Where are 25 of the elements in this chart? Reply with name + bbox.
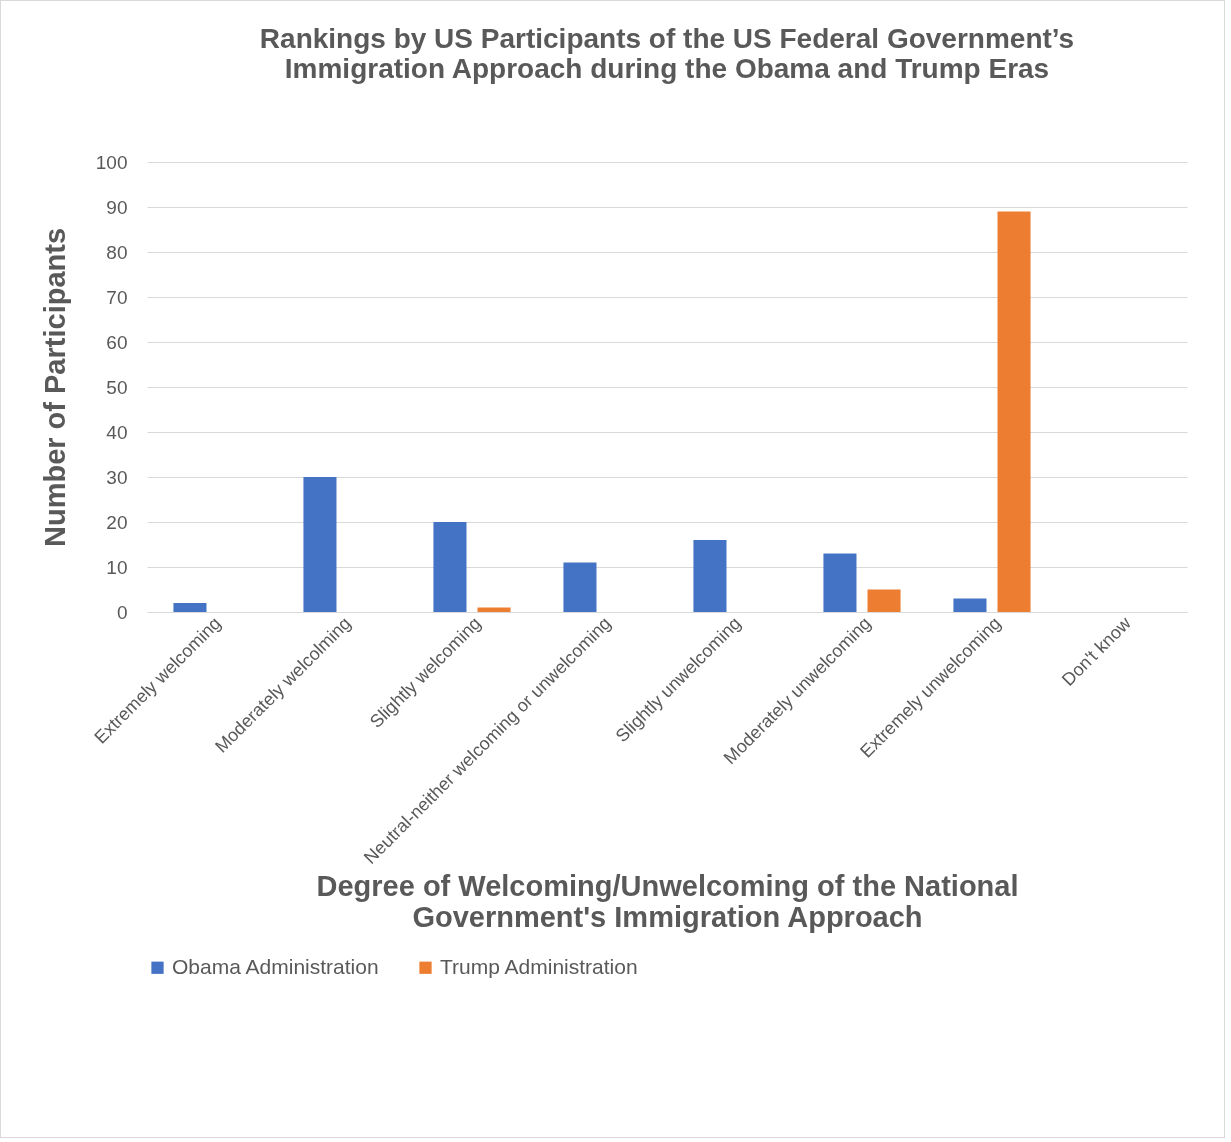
- y-tick-label: 100: [95, 151, 128, 173]
- bar: [433, 522, 467, 612]
- y-tick-label: 20: [106, 511, 128, 533]
- y-tick-label: 0: [116, 601, 128, 623]
- bar: [173, 603, 207, 612]
- x-axis-title: Degree of Welcoming/Unwelcoming of the National Government's Immigration Approach: [316, 869, 1019, 933]
- bar: [997, 211, 1031, 612]
- y-tick-label: 90: [106, 196, 128, 218]
- bar: [563, 562, 597, 612]
- legend-label: Obama Administration: [172, 954, 379, 978]
- bar: [693, 540, 727, 612]
- bar: [823, 553, 857, 612]
- bar: [953, 598, 987, 612]
- y-tick-label: 50: [106, 376, 128, 398]
- y-tick-label: 30: [106, 466, 128, 488]
- y-tick-label: 40: [106, 421, 128, 443]
- y-tick-label: 60: [106, 331, 128, 353]
- legend-label: Trump Administration: [440, 954, 638, 978]
- bar: [867, 589, 901, 612]
- y-tick-label: 70: [106, 286, 128, 308]
- y-tick-label: 80: [106, 241, 128, 263]
- y-tick-label: 10: [106, 556, 128, 578]
- chart-title: Rankings by US Participants of the US Federal Government’s Immigration Approach during the Obama and Trump Eras: [259, 23, 1075, 84]
- y-axis-title: Number of Participants: [38, 227, 71, 548]
- bar: [303, 477, 337, 612]
